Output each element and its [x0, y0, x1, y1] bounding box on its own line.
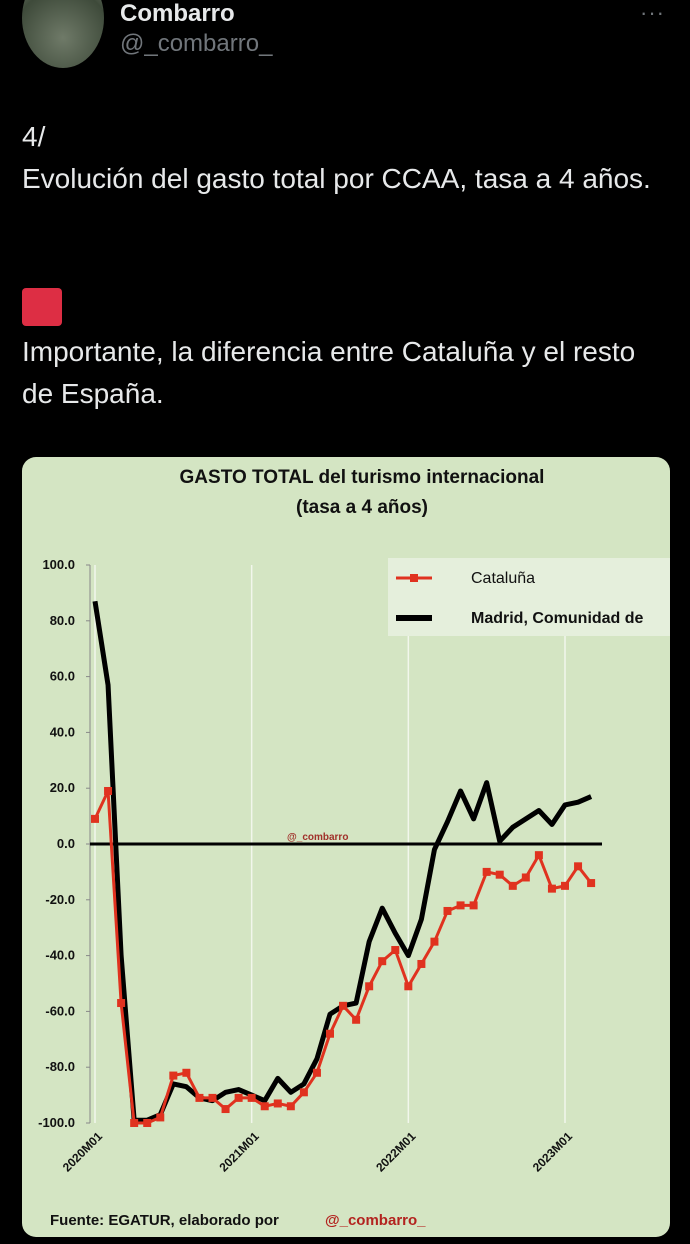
point-marker: [574, 862, 583, 871]
point-marker: [312, 1068, 321, 1077]
point-marker: [91, 814, 99, 823]
point-marker: [430, 937, 439, 946]
point-marker: [326, 1029, 334, 1038]
legend-box: [388, 558, 670, 636]
point-marker: [561, 881, 569, 890]
point-marker: [247, 1093, 256, 1102]
y-tick-label: -100.0: [38, 1115, 75, 1130]
point-marker: [352, 1015, 361, 1024]
y-tick-label: 20.0: [50, 780, 75, 795]
point-marker: [221, 1105, 230, 1114]
x-tick-label: 2023M01: [530, 1129, 576, 1175]
chart: GASTO TOTAL del turismo internacional (ta…: [38, 467, 670, 1229]
point-marker: [495, 870, 504, 879]
legend-label: Madrid, Comunidad de: [471, 610, 644, 627]
red-square-emoji: [22, 288, 62, 326]
point-marker: [534, 851, 543, 860]
point-marker: [143, 1119, 152, 1127]
more-button[interactable]: ···: [640, 0, 665, 25]
x-tick-label: 2022M01: [373, 1129, 419, 1175]
point-marker: [234, 1093, 243, 1102]
point-marker: [417, 959, 426, 968]
point-marker: [195, 1093, 204, 1102]
point-marker: [182, 1068, 191, 1077]
point-marker: [365, 982, 374, 991]
point-marker: [208, 1093, 217, 1102]
point-marker: [521, 873, 530, 882]
point-marker: [339, 1001, 348, 1010]
point-marker: [169, 1071, 178, 1080]
tweet-text: Importante, la diferencia entre Cataluña…: [22, 336, 636, 409]
legend-marker: [410, 574, 418, 582]
point-marker: [130, 1119, 139, 1127]
y-tick-label: 80.0: [50, 613, 75, 628]
x-tick-label: 2020M01: [60, 1129, 106, 1175]
point-marker: [391, 946, 400, 955]
series-line: [92, 600, 593, 1123]
point-marker: [508, 881, 517, 890]
y-tick-label: -60.0: [45, 1003, 75, 1018]
avatar[interactable]: [22, 0, 104, 68]
tweet-text: 4/: [22, 121, 46, 152]
user-handle[interactable]: @_combarro_: [120, 30, 273, 57]
point-marker: [260, 1102, 269, 1111]
user-name[interactable]: Combarro: [120, 0, 235, 27]
point-marker: [443, 906, 452, 915]
source-author: @_combarro_: [325, 1212, 426, 1229]
y-tick-label: 60.0: [50, 669, 75, 684]
point-marker: [404, 982, 413, 991]
x-tick-label: 2021M01: [217, 1129, 263, 1175]
point-marker: [482, 867, 491, 876]
point-marker: [117, 999, 126, 1008]
chart-title: GASTO TOTAL del turismo internacional: [180, 467, 545, 488]
y-tick-label: -40.0: [45, 948, 75, 963]
chart-card[interactable]: GASTO TOTAL del turismo internacional (ta…: [22, 457, 670, 1237]
legend-label: Cataluña: [471, 570, 535, 587]
point-marker: [273, 1099, 282, 1108]
point-marker: [286, 1102, 295, 1111]
point-marker: [156, 1113, 165, 1122]
y-tick-label: -80.0: [45, 1059, 75, 1074]
point-marker: [378, 957, 387, 966]
y-tick-label: 100.0: [42, 557, 75, 572]
point-marker: [299, 1088, 308, 1097]
y-tick-label: -20.0: [45, 892, 75, 907]
point-marker: [456, 901, 465, 910]
point-marker: [469, 901, 478, 910]
y-tick-label: 40.0: [50, 724, 75, 739]
y-tick-label: 0.0: [57, 836, 75, 851]
point-marker: [587, 879, 596, 888]
source: Fuente: EGATUR, elaborado por: [50, 1212, 279, 1229]
point-marker: [104, 786, 113, 795]
watermark: @_combarro: [287, 832, 348, 843]
point-marker: [547, 884, 556, 893]
chart-title: (tasa a 4 años): [296, 497, 428, 518]
tweet-text: Evolución del gasto total por CCAA, tasa…: [22, 163, 651, 194]
